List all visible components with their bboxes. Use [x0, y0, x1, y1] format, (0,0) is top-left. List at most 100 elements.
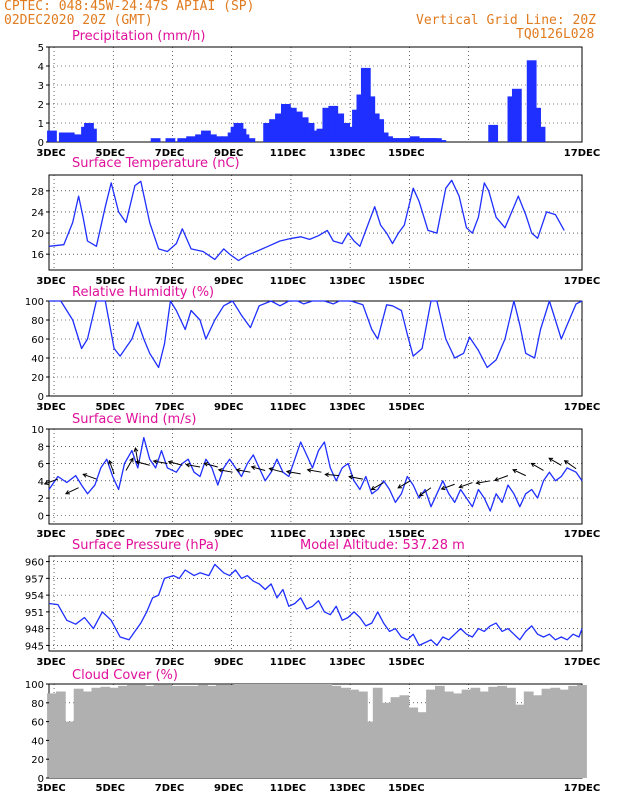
cloud-ytick-label: 20	[31, 755, 44, 766]
grid-note: Vertical Grid Line: 20Z	[416, 13, 597, 28]
temperature-title: Surface Temperature (nC)	[72, 156, 240, 171]
wind-vector-shaft	[349, 476, 363, 480]
cloud-bar-9	[127, 684, 137, 778]
wind-vector-head	[306, 467, 312, 473]
model-code: TQ0126L028	[516, 27, 595, 42]
cloud-bar-7	[109, 687, 120, 778]
cloud-bar-43	[426, 689, 436, 778]
wind-vector-6	[135, 460, 150, 466]
wind-vector-19	[370, 482, 384, 491]
precipitation-xtick-label: 13DEC	[329, 148, 365, 159]
location-header: CPTEC: 048:45W-24:47S APIAI (SP)	[4, 0, 255, 14]
wind-vector-head	[82, 473, 88, 478]
wind-vector-head	[285, 469, 291, 475]
cloud-bar-42	[417, 712, 427, 778]
wind-vector-shaft	[125, 458, 134, 471]
wind-vector-shaft	[236, 469, 251, 473]
humidity-ytick-label: 60	[31, 335, 44, 346]
cloud-bar-11	[144, 685, 155, 778]
cloud-bar-54	[523, 691, 534, 778]
cloud-bar-22	[242, 684, 253, 778]
wind-vector-shaft	[548, 457, 562, 466]
cloud-bar-4	[82, 691, 93, 778]
cloud-bar-44	[434, 685, 445, 778]
wind-vector-head	[493, 477, 499, 482]
cloud-bar-20	[224, 684, 235, 778]
wind-vector-26	[512, 468, 526, 477]
wind-vector-head	[203, 461, 209, 467]
cloud-bar-2	[64, 721, 75, 778]
pressure-xtick-label: 3DEC	[36, 657, 65, 668]
wind-ytick-label: 8	[38, 442, 44, 453]
cloud-bar-6	[100, 686, 111, 778]
wind-vector-shaft	[204, 462, 218, 468]
wind-vector-16	[306, 467, 322, 473]
wind-vector-head	[563, 460, 569, 465]
wind-vector-head	[440, 485, 446, 491]
temperature-xtick-label: 3DEC	[36, 276, 65, 287]
precipitation-bar-28	[286, 107, 297, 142]
wind-vector-shaft	[186, 464, 201, 468]
cloud-bar-8	[118, 685, 128, 778]
temperature-panel: 16 20 24 28 3DEC 5DEC 7DEC 9DEC 11DEC 13DEC 15DEC 1…	[31, 156, 600, 287]
temperature-ytick-label: 16	[31, 250, 44, 261]
wind-vector-shaft	[218, 469, 233, 473]
cloud-bar-26	[278, 684, 288, 778]
humidity-ytick-label: 80	[31, 316, 44, 327]
humidity-xtick-label: 5DEC	[96, 402, 125, 413]
cloud-bar-17	[198, 684, 208, 778]
cloud-ytick-label: 100	[25, 680, 44, 691]
cloud-bar-47	[461, 689, 472, 778]
precipitation-bar-62	[526, 60, 537, 142]
humidity-xtick-label: 15DEC	[388, 402, 424, 413]
cloud-bar-14	[171, 685, 182, 778]
precipitation-xtick-label: 9DEC	[214, 148, 243, 159]
cloud-bar-55	[532, 695, 543, 778]
precipitation-bar-10	[177, 138, 188, 142]
pressure-xtick-label: 15DEC	[388, 657, 424, 668]
pressure-xtick-label: 7DEC	[155, 657, 184, 668]
cloud-bar-31	[322, 684, 333, 778]
precipitation-bar-30	[298, 117, 309, 142]
cloud-title: Cloud Cover (%)	[72, 668, 178, 683]
humidity-line	[49, 300, 583, 369]
wind-vector-shaft	[441, 483, 455, 490]
wind-vector-shaft	[512, 469, 526, 477]
precipitation-ytick-label: 3	[38, 81, 44, 92]
wind-vector-18	[348, 474, 363, 480]
precipitation-xtick-label: 3DEC	[36, 148, 65, 159]
cloud-bar-12	[153, 684, 164, 778]
precipitation-ytick-label: 0	[38, 138, 44, 149]
wind-vector-22	[440, 483, 455, 491]
wind-vector-head	[133, 447, 139, 452]
wind-vector-head	[530, 462, 536, 468]
wind-vector-head	[397, 484, 403, 489]
precipitation-xtick-label: 7DEC	[155, 148, 184, 159]
wind-vector-3	[108, 459, 115, 475]
cloud-bar-32	[331, 685, 342, 778]
wind-vector-shaft	[307, 469, 322, 473]
cloud-bar-10	[135, 684, 146, 778]
cloud-bar-58	[559, 689, 570, 778]
precipitation-ytick-label: 2	[38, 100, 44, 111]
wind-vector-shaft	[286, 470, 301, 475]
temperature-ytick-label: 20	[31, 229, 44, 240]
run-time-header: 02DEC2020 20Z (GMT)	[4, 13, 153, 28]
cloud-bar-39	[390, 697, 401, 778]
wind-xtick-label: 11DEC	[270, 529, 306, 540]
temperature-xtick-label: 9DEC	[214, 276, 243, 287]
cloud-panel: 0 20 40 60 80 100 3DEC 5DEC 7DEC 9DEC 11DEC 13DEC 15…	[25, 668, 600, 794]
humidity-ytick-label: 100	[25, 297, 44, 308]
precipitation-xtick-label: 15DEC	[388, 148, 424, 159]
wind-vector-head	[64, 490, 70, 495]
wind-vector-2	[82, 473, 97, 480]
wind-xtick-label: 13DEC	[329, 529, 365, 540]
precipitation-bar-11	[186, 136, 197, 142]
precipitation-frame	[48, 46, 583, 143]
cloud-bar-33	[340, 687, 350, 778]
wind-vector-10	[203, 461, 218, 468]
cloud-bar-40	[399, 695, 410, 778]
precipitation-bar-7	[87, 128, 97, 142]
precipitation-bar-14	[206, 134, 217, 142]
cloud-bar-36	[366, 721, 377, 778]
